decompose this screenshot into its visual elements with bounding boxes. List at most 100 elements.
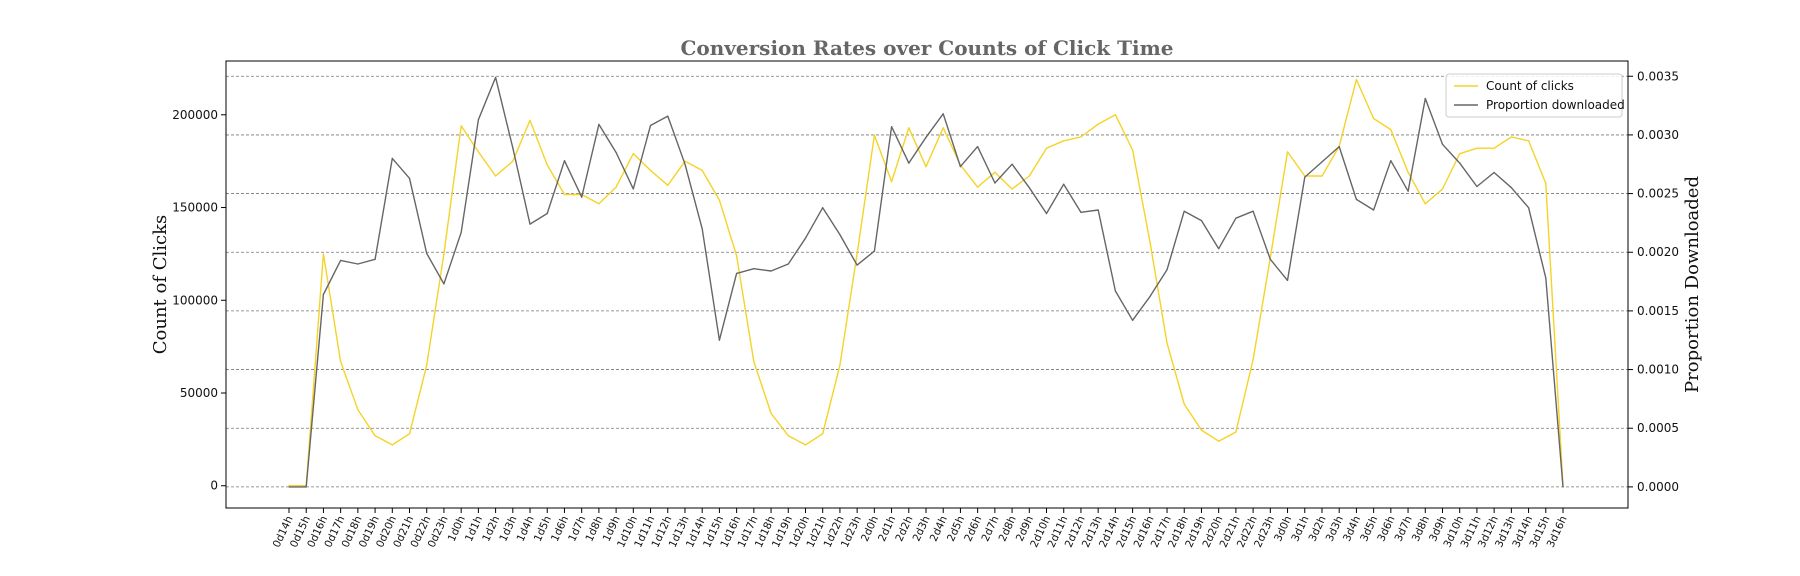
series-line-proportion bbox=[289, 76, 1564, 488]
point-proportion bbox=[1218, 248, 1220, 250]
point-proportion bbox=[426, 252, 428, 254]
point-clicks bbox=[1493, 147, 1495, 149]
left-y-tick-label: 50000 bbox=[180, 386, 218, 400]
point-proportion bbox=[1528, 207, 1530, 209]
point-clicks bbox=[873, 134, 876, 136]
point-clicks bbox=[667, 184, 669, 186]
point-proportion bbox=[925, 136, 927, 138]
point-proportion bbox=[787, 263, 789, 265]
point-proportion bbox=[942, 113, 944, 115]
point-clicks bbox=[994, 171, 996, 173]
y-axis-label-left: Count of Clicks bbox=[150, 215, 171, 354]
point-proportion bbox=[977, 146, 979, 148]
point-proportion bbox=[615, 151, 617, 154]
point-clicks bbox=[340, 360, 342, 363]
point-proportion bbox=[1338, 146, 1340, 148]
point-proportion bbox=[908, 162, 910, 164]
point-clicks bbox=[1441, 188, 1444, 190]
point-proportion bbox=[891, 126, 893, 128]
right-y-tick-label: 0.0025 bbox=[1637, 187, 1679, 201]
point-proportion bbox=[529, 223, 531, 225]
point-clicks bbox=[322, 253, 324, 255]
point-clicks bbox=[822, 433, 824, 435]
left-y-axis: 0 50000 100000 150000 200000 bbox=[172, 108, 226, 493]
point-clicks bbox=[563, 193, 566, 196]
point-clicks bbox=[1252, 359, 1254, 361]
point-proportion bbox=[822, 207, 824, 209]
point-clicks bbox=[856, 253, 858, 255]
legend-label-clicks: Count of clicks bbox=[1486, 79, 1574, 93]
right-y-tick-label: 0.0020 bbox=[1637, 245, 1679, 259]
left-y-tick-label: 200000 bbox=[172, 108, 218, 122]
point-proportion bbox=[1355, 198, 1357, 200]
point-proportion bbox=[1183, 210, 1185, 212]
plot-area-frame bbox=[225, 60, 1629, 509]
point-proportion bbox=[1407, 190, 1409, 192]
point-proportion bbox=[684, 163, 686, 165]
point-clicks bbox=[598, 203, 600, 205]
point-clicks bbox=[1407, 171, 1409, 173]
left-y-tick-label: 150000 bbox=[172, 201, 218, 215]
point-clicks bbox=[718, 199, 721, 201]
point-clicks bbox=[1045, 147, 1048, 149]
point-proportion bbox=[718, 339, 721, 341]
y-axis-label-right: Proportion Downloaded bbox=[1682, 176, 1703, 393]
right-y-tick-label: 0.0000 bbox=[1637, 480, 1679, 494]
point-proportion bbox=[1562, 486, 1564, 488]
point-proportion bbox=[632, 188, 634, 190]
point-clicks bbox=[736, 255, 738, 257]
point-proportion bbox=[563, 160, 566, 162]
point-proportion bbox=[305, 486, 307, 488]
point-proportion bbox=[839, 234, 841, 236]
point-proportion bbox=[1476, 185, 1478, 188]
point-clicks bbox=[1200, 429, 1203, 431]
legend: Count of clicks Proportion downloaded bbox=[1445, 73, 1625, 118]
x-axis: 0d14h0d15h0d16h0d17h0d18h0d19h0d20h0d21h… bbox=[271, 508, 1570, 550]
point-clicks bbox=[1459, 153, 1461, 155]
point-proportion bbox=[1114, 290, 1116, 292]
point-clicks bbox=[649, 169, 652, 171]
point-proportion bbox=[460, 231, 462, 233]
point-proportion bbox=[1200, 220, 1203, 222]
point-proportion bbox=[994, 182, 996, 184]
right-y-tick-label: 0.0030 bbox=[1637, 128, 1679, 142]
point-clicks bbox=[908, 127, 910, 129]
point-proportion bbox=[581, 196, 583, 198]
point-proportion bbox=[322, 293, 324, 296]
point-proportion bbox=[1545, 277, 1547, 279]
point-clicks bbox=[839, 364, 841, 366]
point-proportion bbox=[1028, 187, 1030, 189]
point-clicks bbox=[1149, 240, 1151, 242]
right-y-tick-label: 0.0035 bbox=[1637, 69, 1679, 83]
chart-title: Conversion Rates over Counts of Click Ti… bbox=[681, 36, 1174, 60]
point-proportion bbox=[667, 115, 669, 117]
point-clicks bbox=[1080, 136, 1082, 138]
point-proportion bbox=[736, 272, 738, 274]
point-proportion bbox=[701, 228, 703, 230]
point-proportion bbox=[477, 119, 479, 121]
point-clicks bbox=[770, 412, 772, 414]
point-clicks bbox=[443, 253, 445, 255]
point-proportion bbox=[1011, 163, 1013, 165]
point-clicks bbox=[615, 186, 617, 188]
point-clicks bbox=[1028, 175, 1030, 177]
right-y-tick-label: 0.0015 bbox=[1637, 304, 1679, 318]
point-clicks bbox=[1166, 342, 1168, 344]
point-clicks bbox=[1132, 149, 1134, 151]
right-y-tick-label: 0.0010 bbox=[1637, 363, 1679, 377]
point-proportion bbox=[1373, 209, 1375, 211]
point-proportion bbox=[1252, 210, 1254, 212]
point-clicks bbox=[701, 169, 703, 171]
point-clicks bbox=[1286, 151, 1289, 153]
point-proportion bbox=[1235, 217, 1237, 219]
series-lines bbox=[288, 76, 1564, 488]
point-clicks bbox=[460, 125, 462, 127]
point-clicks bbox=[357, 409, 359, 411]
point-proportion bbox=[1080, 211, 1082, 213]
point-clicks bbox=[512, 160, 514, 162]
point-proportion bbox=[649, 124, 652, 127]
point-clicks bbox=[288, 485, 290, 487]
legend-box bbox=[1445, 73, 1623, 118]
point-clicks bbox=[1510, 136, 1512, 138]
